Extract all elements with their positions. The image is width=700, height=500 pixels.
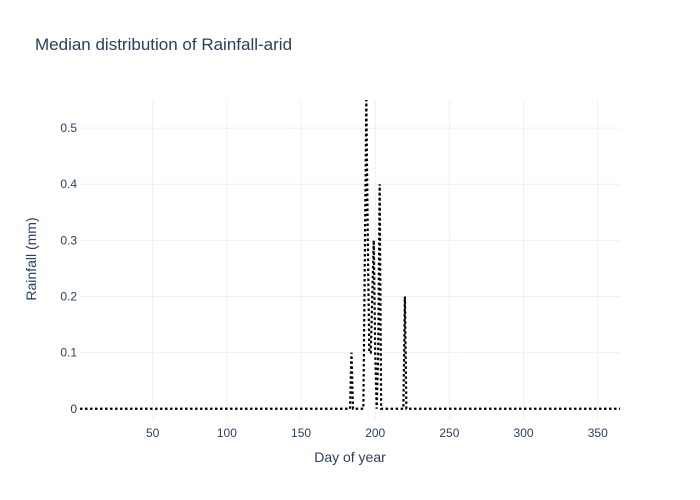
- y-tick-label: 0: [70, 402, 77, 416]
- y-tick-label: 0.5: [60, 121, 77, 135]
- x-tick-label: 350: [588, 426, 608, 440]
- x-axis-ticks: 50 100 150 200 250 300 350: [146, 426, 608, 440]
- x-tick-label: 150: [291, 426, 311, 440]
- x-axis-label: Day of year: [314, 449, 386, 465]
- x-tick-label: 50: [146, 426, 160, 440]
- x-tick-label: 250: [439, 426, 459, 440]
- series-layer: [80, 99, 620, 410]
- y-tick-label: 0.2: [60, 289, 77, 303]
- chart-title: Median distribution of Rainfall-arid: [35, 35, 292, 54]
- y-axis-ticks: 0 0.1 0.2 0.3 0.4 0.5: [60, 121, 77, 416]
- y-axis-label: Rainfall (mm): [23, 217, 39, 300]
- x-tick-label: 200: [365, 426, 385, 440]
- x-tick-label: 100: [217, 426, 237, 440]
- x-tick-label: 300: [514, 426, 534, 440]
- y-tick-label: 0.1: [60, 346, 77, 360]
- y-tick-label: 0.3: [60, 233, 77, 247]
- grid-lines: [80, 100, 620, 420]
- rainfall-series-line: [80, 99, 620, 410]
- y-tick-label: 0.4: [60, 177, 77, 191]
